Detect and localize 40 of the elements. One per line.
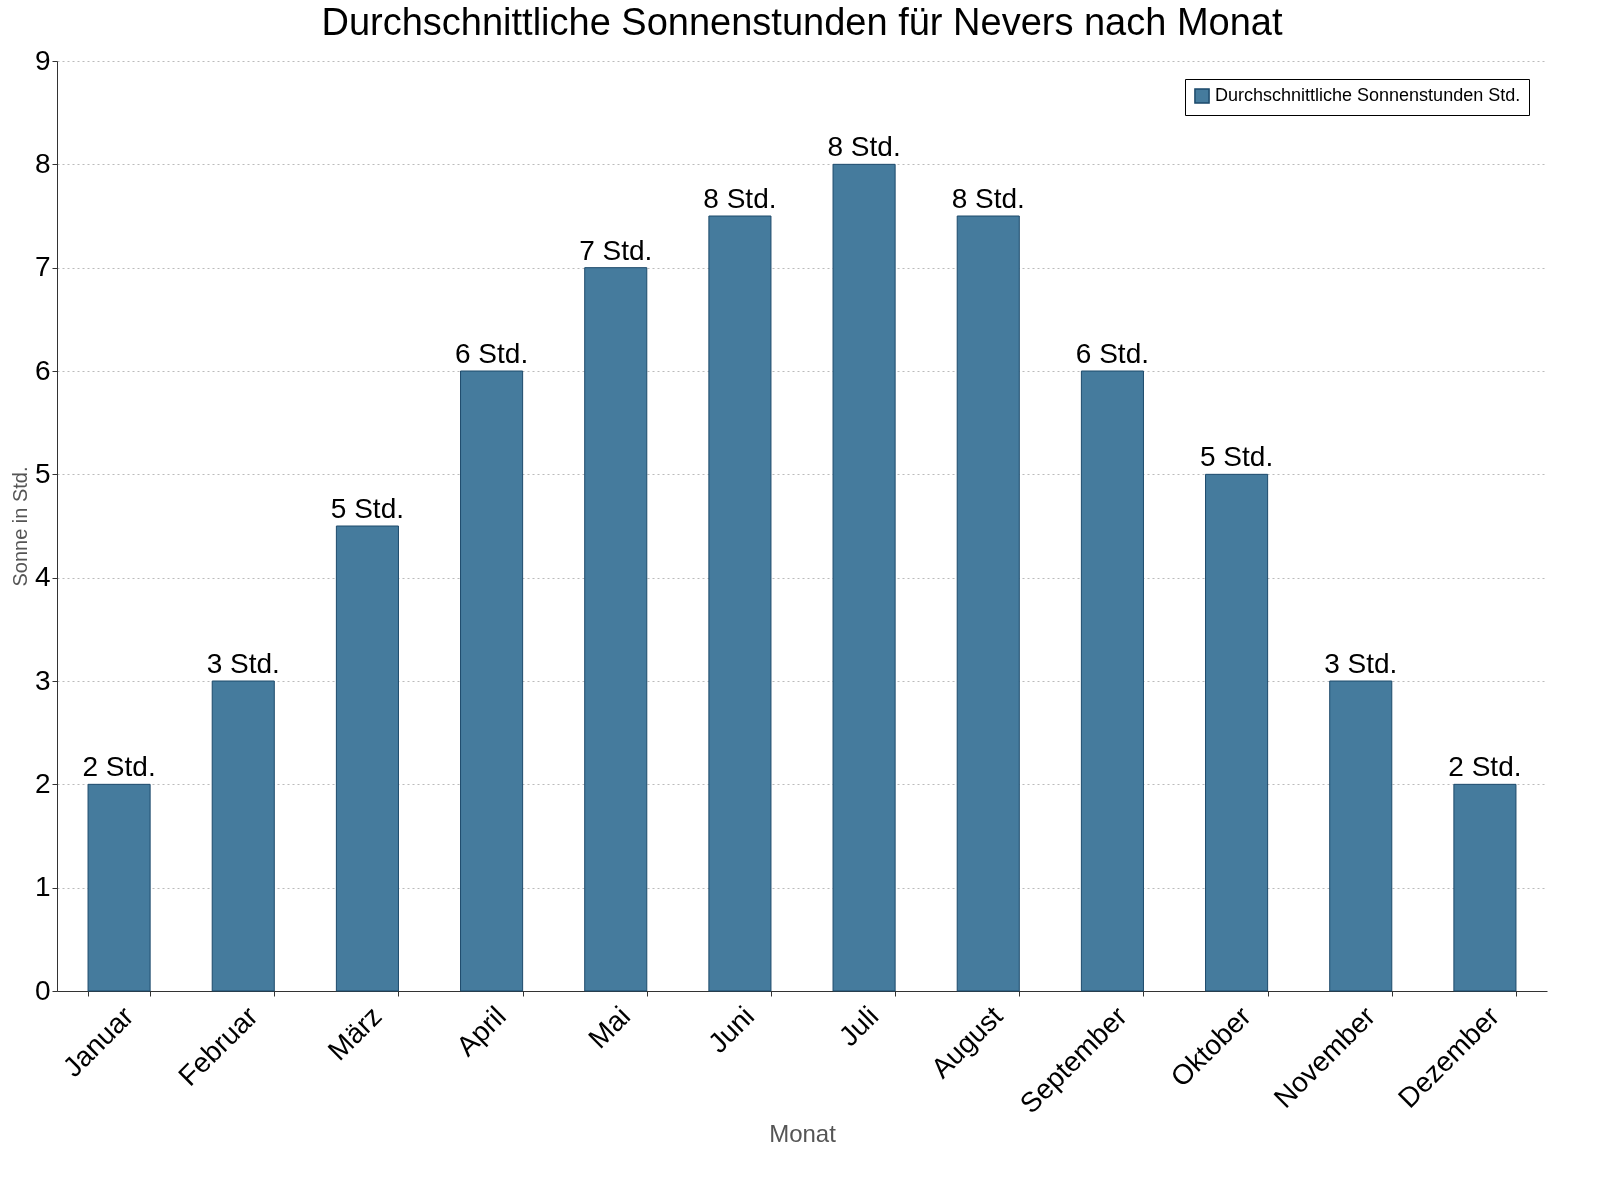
- x-axis-title: Monat: [769, 1120, 837, 1148]
- x-tick-label: Mai: [582, 1000, 637, 1055]
- data-label: 5 Std.: [1200, 441, 1274, 473]
- y-tick-label: 5: [34, 457, 51, 489]
- bar: [956, 215, 1020, 992]
- data-label: 2 Std.: [82, 751, 156, 783]
- bar: [211, 680, 275, 992]
- x-tick-label: Juli: [832, 1000, 885, 1053]
- y-axis-title: Sonne in Std.: [8, 466, 31, 587]
- y-tick-label: 8: [34, 147, 51, 179]
- y-tick-label: 1: [34, 871, 51, 903]
- y-tick-label: 3: [34, 664, 51, 696]
- bar: [584, 267, 648, 992]
- bar: [87, 783, 151, 992]
- y-tick-label: 9: [34, 44, 51, 76]
- bar: [1453, 783, 1517, 992]
- bar: [460, 370, 524, 992]
- y-tick-label: 0: [34, 974, 51, 1006]
- data-label: 5 Std.: [330, 493, 404, 524]
- bar: [708, 215, 772, 992]
- chart-title: Durchschnittliche Sonnenstunden für Nevers nach Monat: [321, 1, 1283, 43]
- bar: [1205, 473, 1269, 992]
- data-label: 6 Std.: [455, 338, 529, 369]
- data-label: 2 Std.: [1448, 751, 1522, 783]
- legend-label: Durchschnittliche Sonnenstunden Std.: [1215, 85, 1521, 105]
- bar: [335, 525, 399, 992]
- data-label: 6 Std.: [1075, 338, 1149, 369]
- data-label: 7 Std.: [579, 234, 653, 266]
- y-tick-label: 2: [34, 767, 51, 799]
- data-label: 8 Std.: [703, 183, 777, 214]
- data-label: 3 Std.: [206, 648, 280, 679]
- bar: [832, 163, 896, 992]
- data-label: 3 Std.: [1324, 648, 1398, 679]
- bar: [1080, 370, 1144, 992]
- data-label: 8 Std.: [951, 183, 1025, 214]
- y-tick-label: 6: [34, 354, 51, 386]
- y-tick-label: 7: [34, 251, 51, 283]
- y-tick-label: 4: [34, 561, 51, 593]
- bar: [1329, 680, 1393, 992]
- data-label: 8 Std.: [827, 131, 901, 163]
